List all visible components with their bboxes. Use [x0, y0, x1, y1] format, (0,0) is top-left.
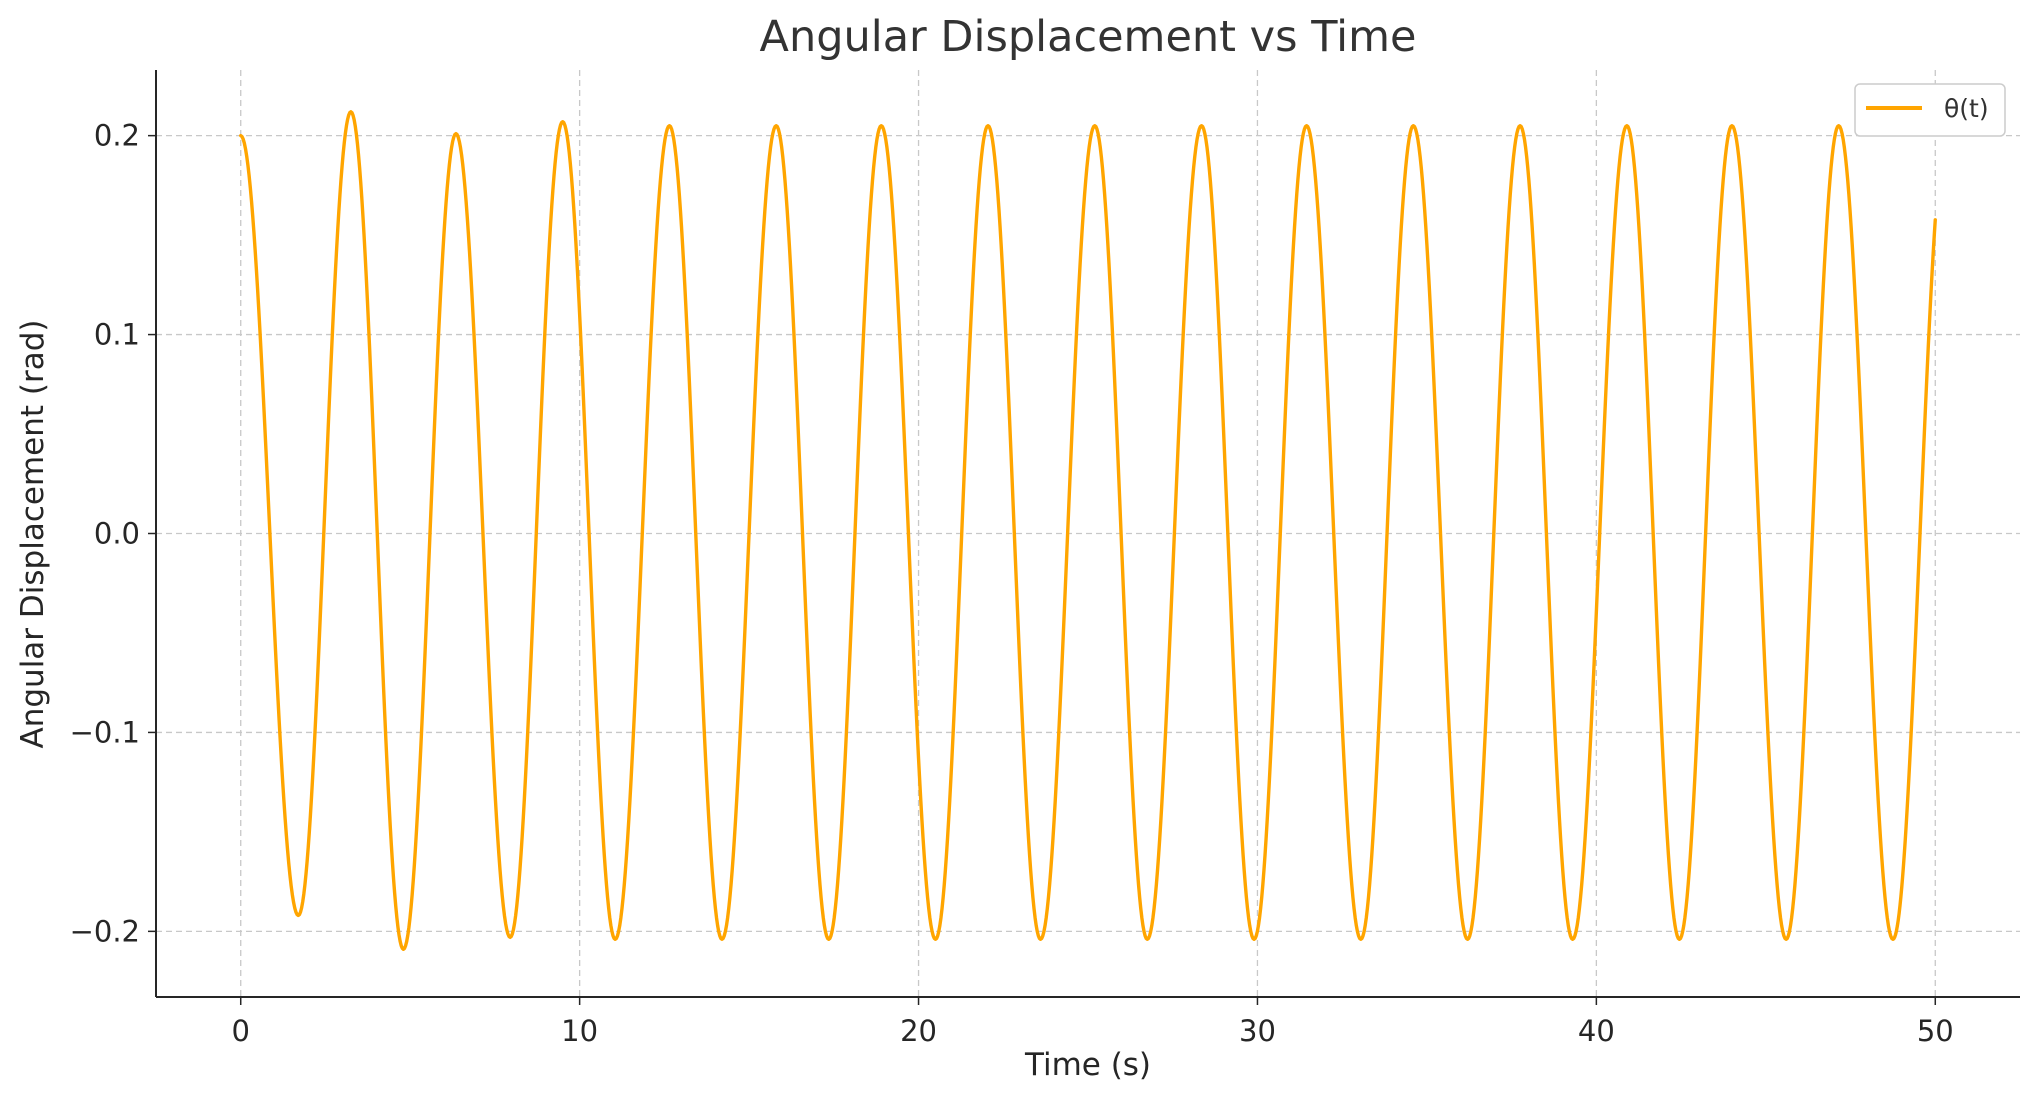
series-layer — [239, 110, 1937, 951]
x-tick-label: 40 — [1578, 1014, 1615, 1048]
x-tick-label: 0 — [232, 1014, 250, 1048]
y-tick-label: −0.2 — [70, 914, 140, 948]
y-axis-label: Angular Displacement (rad) — [15, 320, 51, 749]
y-tick-label: −0.1 — [70, 715, 140, 749]
chart-title: Angular Displacement vs Time — [760, 12, 1417, 62]
y-tick-label: 0.1 — [94, 318, 140, 352]
legend: θ(t) — [1854, 83, 2006, 137]
x-axis-label: Time (s) — [1024, 1047, 1151, 1083]
legend-label-theta: θ(t) — [1944, 94, 1989, 123]
grid — [156, 70, 2020, 997]
legend-box — [1854, 83, 2006, 137]
x-tick-label: 10 — [561, 1014, 598, 1048]
x-tick-label: 50 — [1917, 1014, 1954, 1048]
y-tick-label: 0.2 — [94, 119, 140, 153]
ticks: 0 10 20 30 40 50 −0.2 −0.1 0.0 0.1 0.2 — [70, 119, 1954, 1048]
x-tick-label: 20 — [900, 1014, 937, 1048]
x-tick-label: 30 — [1239, 1014, 1276, 1048]
y-tick-label: 0.0 — [94, 517, 140, 551]
series-line-theta — [239, 110, 1937, 951]
